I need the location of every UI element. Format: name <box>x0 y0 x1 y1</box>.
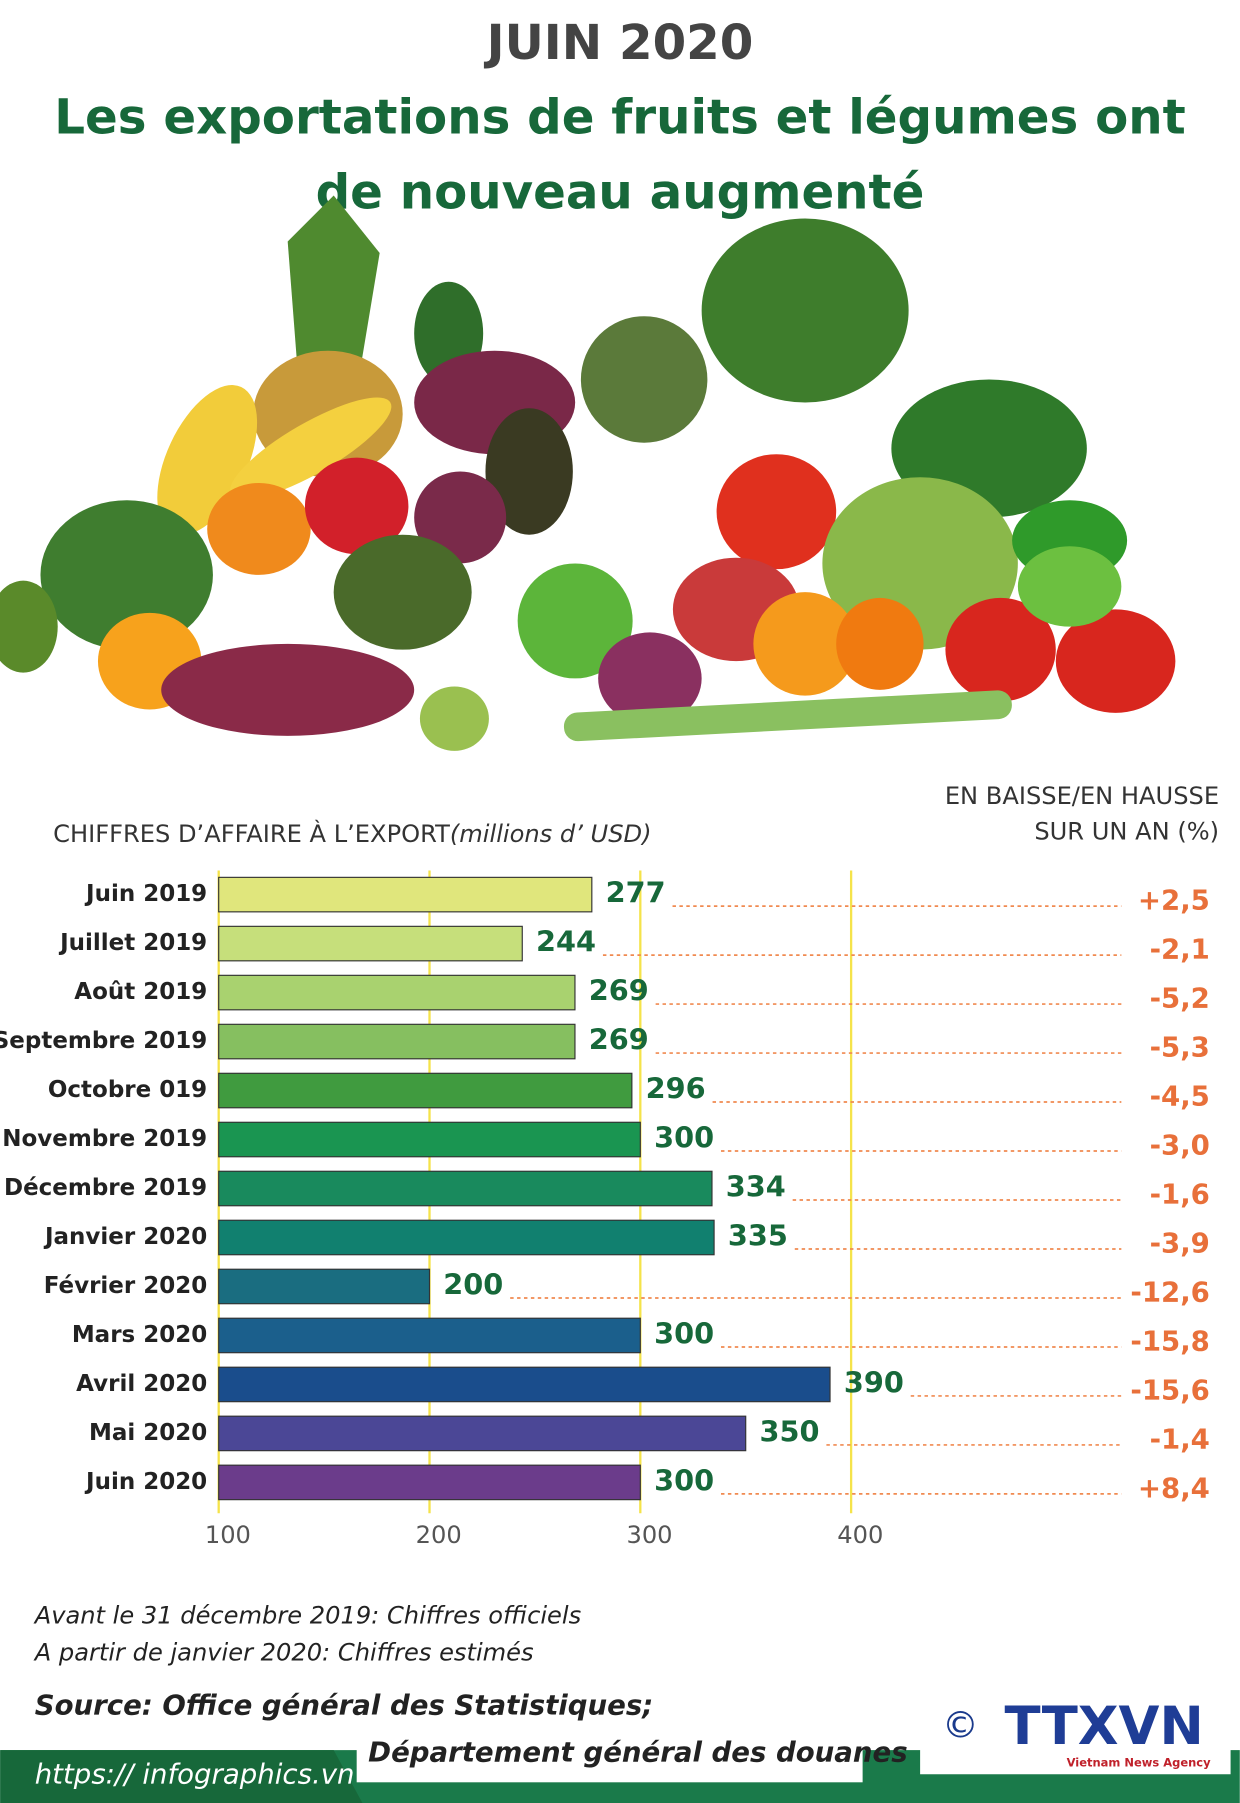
value-label: 300 <box>654 1316 714 1350</box>
note: A partir de janvier 2020: Chiffres estim… <box>33 1639 534 1667</box>
bar <box>218 876 593 913</box>
value-label: 269 <box>589 974 649 1008</box>
value-label: 200 <box>443 1267 503 1301</box>
x-tick-label: 400 <box>837 1521 883 1549</box>
y-tick-label: Novembre 2019 <box>2 1126 207 1152</box>
y-tick-label: Septembre 2019 <box>0 1028 207 1054</box>
logo-tagline: Vietnam News Agency <box>1067 1755 1212 1769</box>
logo-name: TTXVN <box>1004 1696 1203 1757</box>
x-axis-label: CHIFFRES D’AFFAIRE À L’EXPORT(millions d… <box>53 819 651 848</box>
y-tick-label: Février 2020 <box>44 1273 207 1299</box>
bar <box>218 1121 641 1158</box>
y-tick-label: Mai 2020 <box>89 1420 207 1446</box>
subtitle: de nouveau augmenté <box>316 164 925 220</box>
bar <box>218 1317 641 1354</box>
bar <box>218 1023 576 1060</box>
change-label: -12,6 <box>1130 1275 1210 1308</box>
change-label: -5,2 <box>1150 981 1210 1014</box>
x-axis-label-text: CHIFFRES D’AFFAIRE À L’EXPORT <box>53 819 450 848</box>
change-label: +8,4 <box>1138 1471 1210 1504</box>
source: Département général des douanes <box>368 1736 907 1769</box>
bar <box>218 1170 713 1207</box>
change-label: -15,6 <box>1130 1373 1210 1406</box>
value-label: 334 <box>726 1170 786 1204</box>
logo-box <box>920 1696 1231 1775</box>
change-label: -2,1 <box>1150 932 1210 965</box>
value-label: 300 <box>654 1463 714 1497</box>
value-label: 296 <box>646 1072 706 1106</box>
bar <box>218 925 523 962</box>
x-axis-unit: (millions d’ USD) <box>450 820 652 848</box>
title: JUIN 2020 <box>484 15 754 71</box>
y-tick-label: Décembre 2019 <box>4 1175 207 1201</box>
change-title: EN BAISSE/EN HAUSSE <box>945 782 1219 810</box>
change-label: -3,0 <box>1150 1128 1210 1161</box>
y-tick-label: Octobre 019 <box>48 1077 207 1103</box>
bar <box>218 1464 641 1501</box>
y-tick-label: Janvier 2020 <box>43 1224 207 1250</box>
value-label: 277 <box>606 876 666 910</box>
bar <box>218 1415 747 1452</box>
change-label: +2,5 <box>1138 884 1210 917</box>
footer-tab <box>0 1750 363 1803</box>
change-title: SUR UN AN (%) <box>1034 818 1219 846</box>
x-tick-label: 100 <box>205 1521 251 1549</box>
change-label: -1,6 <box>1150 1177 1210 1210</box>
change-label: -4,5 <box>1150 1079 1210 1112</box>
bar <box>218 974 576 1011</box>
source-box <box>356 1724 863 1783</box>
logo-copyright: © <box>942 1704 979 1747</box>
x-tick-label: 300 <box>626 1521 672 1549</box>
change-label: -5,3 <box>1150 1030 1210 1063</box>
value-label: 350 <box>760 1414 820 1448</box>
y-tick-label: Avril 2020 <box>76 1371 207 1397</box>
change-label: -1,4 <box>1150 1422 1210 1455</box>
value-label: 335 <box>728 1218 788 1252</box>
y-tick-label: Juin 2020 <box>84 1469 207 1495</box>
produce-illustration <box>0 195 1176 751</box>
value-label: 244 <box>536 925 596 959</box>
y-tick-label: Mars 2020 <box>72 1322 207 1348</box>
bar <box>218 1219 715 1256</box>
note: Avant le 31 décembre 2019: Chiffres offi… <box>33 1602 582 1630</box>
bar <box>218 1072 633 1109</box>
plot: 100 200 300 400 Juin 2019 277 +2,5 Juillet 2019… <box>0 876 1210 1550</box>
y-tick-label: Juin 2019 <box>84 881 207 907</box>
bar <box>218 1268 431 1305</box>
source: Source: Office général des Statistiques; <box>35 1688 654 1721</box>
change-label: -3,9 <box>1150 1226 1210 1259</box>
value-label: 269 <box>589 1023 649 1057</box>
y-tick-label: Juillet 2019 <box>58 930 207 956</box>
bar <box>218 1366 831 1403</box>
value-label: 390 <box>844 1365 904 1399</box>
url[interactable]: https:// infographics.vn <box>35 1757 355 1790</box>
value-label: 300 <box>654 1121 714 1155</box>
change-label: -15,8 <box>1130 1324 1210 1357</box>
subtitle: Les exportations de fruits et légumes on… <box>54 90 1185 146</box>
x-tick-label: 200 <box>416 1521 462 1549</box>
y-tick-label: Août 2019 <box>74 979 207 1005</box>
